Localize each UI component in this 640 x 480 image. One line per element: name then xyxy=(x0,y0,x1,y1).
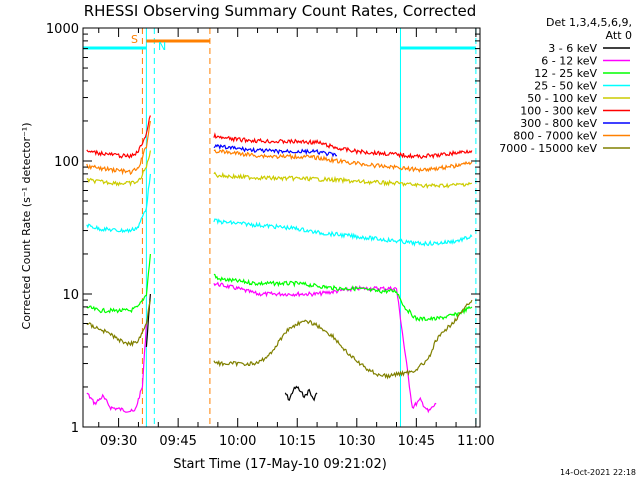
legend-label: 6 - 12 keV xyxy=(541,55,597,68)
y-tick-label: 10 xyxy=(62,288,79,303)
legend-header-line-1: Det 1,3,4,5,6,9, xyxy=(546,16,632,29)
x-tick-label: 11:00 xyxy=(457,434,494,449)
night-label: N xyxy=(158,40,166,53)
legend-label: 7000 - 15000 keV xyxy=(499,142,597,155)
series-line xyxy=(213,218,473,247)
x-tick-label: 09:45 xyxy=(159,434,196,449)
legend-label: 3 - 6 keV xyxy=(548,42,597,55)
series-line xyxy=(284,385,318,402)
x-axis-label: Start Time (17-May-10 09:21:02) xyxy=(173,457,387,472)
series-line xyxy=(213,143,338,158)
legend-label: 800 - 7000 keV xyxy=(513,130,597,143)
status-bars xyxy=(82,39,476,50)
x-tick-label: 09:30 xyxy=(100,434,137,449)
series-group xyxy=(86,115,473,414)
chart-title: RHESSI Observing Summary Count Rates, Co… xyxy=(84,2,477,20)
legend-label: 25 - 50 keV xyxy=(534,80,597,93)
series-line xyxy=(213,171,472,189)
legend-label: 12 - 25 keV xyxy=(534,67,597,80)
series-line xyxy=(86,150,151,187)
series-line xyxy=(86,299,151,348)
y-tick-label: 1 xyxy=(71,421,79,436)
legend-label: 50 - 100 keV xyxy=(527,92,597,105)
legend-header-line-2: Att 0 xyxy=(606,29,632,42)
legend-label: 100 - 300 keV xyxy=(520,105,597,118)
legend-header: Det 1,3,4,5,6,9, Att 0 xyxy=(546,16,632,42)
series-line xyxy=(86,115,151,159)
series-line xyxy=(86,120,151,176)
series-line xyxy=(86,323,147,413)
footer-date: 14-Oct-2021 22:18 xyxy=(560,468,636,477)
series-line xyxy=(213,273,473,322)
x-tick-label: 10:15 xyxy=(279,434,316,449)
x-tick-label: 10:45 xyxy=(398,434,435,449)
series-line xyxy=(213,148,473,173)
orbit-markers xyxy=(141,28,477,427)
plot-frame xyxy=(82,27,481,428)
y-axis-label: Corrected Count Rate (s⁻¹ detector⁻¹) xyxy=(20,123,33,330)
series-line xyxy=(213,132,473,160)
x-tick-label: 10:00 xyxy=(219,434,256,449)
axes: 1 10 100 1000 09:30 09:45 10:00 10:15 10:30 10:45… xyxy=(46,22,495,449)
series-line xyxy=(86,253,151,314)
y-tick-label: 1000 xyxy=(46,22,79,37)
series-line xyxy=(213,299,473,380)
series-line xyxy=(86,173,151,234)
y-tick-label: 100 xyxy=(54,155,79,170)
legend-label: 300 - 800 keV xyxy=(520,117,597,130)
series-line xyxy=(213,281,437,414)
saa-label: S xyxy=(131,33,138,46)
x-tick-label: 10:30 xyxy=(338,434,375,449)
